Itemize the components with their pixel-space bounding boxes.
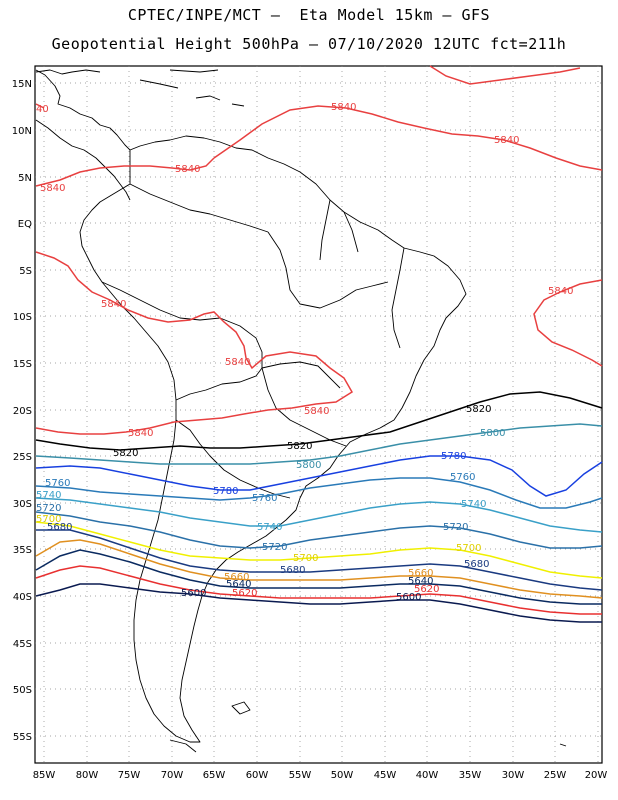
contour-5640 xyxy=(35,549,602,605)
lat-label: 15N xyxy=(12,79,32,90)
label-5720: 5720 xyxy=(36,503,61,514)
label-5780: 5780 xyxy=(213,486,238,497)
lat-label: 10N xyxy=(12,126,32,137)
lon-label: 25W xyxy=(544,770,567,781)
lon-label: 20W xyxy=(585,770,608,781)
contour-5780 xyxy=(35,455,603,497)
lat-label: 30S xyxy=(13,499,32,510)
lat-label: 15S xyxy=(13,359,32,370)
label-5760: 5760 xyxy=(252,493,277,504)
lon-label: 45W xyxy=(374,770,397,781)
label-5720: 5720 xyxy=(443,522,468,533)
contour-5680 xyxy=(36,529,603,591)
label-5780: 5780 xyxy=(441,451,466,462)
map-title-line-2: Geopotential Height 500hPa – 07/10/2020 … xyxy=(51,35,567,53)
label-5800: 5800 xyxy=(296,460,321,471)
height-contours xyxy=(35,65,603,623)
map-frame xyxy=(34,65,603,764)
label-5840: 5840 xyxy=(494,135,519,146)
label-5640: 5640 xyxy=(226,579,251,590)
lat-label: 40S xyxy=(13,592,32,603)
contour-5820 xyxy=(35,391,603,451)
lat-label: 55S xyxy=(13,732,32,743)
label-5620: 5620 xyxy=(232,588,257,599)
lon-label: 50W xyxy=(331,770,354,781)
label-5700: 5700 xyxy=(293,553,318,564)
latitude-labels: 15N 10N 5N EQ 5S 10S 15S 20S 25S 30S 35S… xyxy=(12,79,32,743)
label-5760: 5760 xyxy=(45,478,70,489)
map-title-line-1: CPTEC/INPE/MCT – Eta Model 15km – GFS xyxy=(127,6,491,24)
contour-labels: 40 5840 5840 5840 5840 5840 5840 5840 58… xyxy=(36,102,573,603)
label-5740: 5740 xyxy=(36,490,61,501)
lat-label: 35S xyxy=(13,545,32,556)
contour-5740 xyxy=(35,497,603,533)
lon-label: 40W xyxy=(416,770,439,781)
label-5700: 5700 xyxy=(36,514,61,525)
lon-label: 80W xyxy=(76,770,99,781)
lon-label: 30W xyxy=(502,770,525,781)
label-5740: 5740 xyxy=(257,522,282,533)
graticule xyxy=(35,66,602,763)
lon-label: 55W xyxy=(289,770,312,781)
lon-label: 85W xyxy=(33,770,56,781)
label-5660: 5660 xyxy=(224,572,249,583)
lat-label: 20S xyxy=(13,406,32,417)
label-5680: 5680 xyxy=(47,522,72,533)
label-5820: 5820 xyxy=(466,404,491,415)
contour-5700 xyxy=(35,521,603,579)
label-5700: 5700 xyxy=(456,543,481,554)
contour-5660 xyxy=(35,539,603,599)
label-5800: 5800 xyxy=(480,428,505,439)
label-5820: 5820 xyxy=(287,441,312,452)
label-5660: 5660 xyxy=(408,568,433,579)
coastlines xyxy=(35,69,567,753)
contour-5840-east xyxy=(533,279,603,367)
label-5840: 5840 xyxy=(225,357,250,368)
label-5680: 5680 xyxy=(464,559,489,570)
label-5840: 5840 xyxy=(101,299,126,310)
contour-5620 xyxy=(35,565,602,615)
label-5820: 5820 xyxy=(113,448,138,459)
label-5760: 5760 xyxy=(450,472,475,483)
label-5840: 5840 xyxy=(40,183,65,194)
lat-label: EQ xyxy=(18,219,32,230)
contour-5840-north-c xyxy=(35,103,45,109)
contour-5840-south xyxy=(35,251,354,435)
lon-label: 65W xyxy=(203,770,226,781)
label-5740: 5740 xyxy=(461,499,486,510)
lat-label: 10S xyxy=(13,312,32,323)
lon-label: 75W xyxy=(118,770,141,781)
lat-label: 45S xyxy=(13,639,32,650)
label-40: 40 xyxy=(36,104,49,115)
contour-5760 xyxy=(35,477,603,509)
contour-5840-north-d xyxy=(429,65,581,85)
label-5720: 5720 xyxy=(262,542,287,553)
contour-5600 xyxy=(35,583,602,623)
label-5840: 5840 xyxy=(548,286,573,297)
contour-5840-north-b xyxy=(213,105,603,171)
label-5680: 5680 xyxy=(280,565,305,576)
contour-5720 xyxy=(35,511,603,549)
label-5620: 5620 xyxy=(414,584,439,595)
label-5600: 5600 xyxy=(396,592,421,603)
label-5840: 5840 xyxy=(304,406,329,417)
lon-label: 70W xyxy=(161,770,184,781)
contour-5840-north-a xyxy=(35,157,215,187)
lat-label: 5S xyxy=(19,266,32,277)
lon-label: 60W xyxy=(246,770,269,781)
longitude-labels: 85W 80W 75W 70W 65W 60W 55W 50W 45W 40W … xyxy=(33,770,608,781)
label-5840: 5840 xyxy=(331,102,356,113)
label-5840: 5840 xyxy=(128,428,153,439)
lon-label: 35W xyxy=(459,770,482,781)
contour-5800 xyxy=(35,423,603,465)
label-5600: 5600 xyxy=(181,588,206,599)
lat-label: 5N xyxy=(18,173,32,184)
label-5640: 5640 xyxy=(408,576,433,587)
lat-label: 50S xyxy=(13,685,32,696)
label-5840: 5840 xyxy=(175,164,200,175)
lat-label: 25S xyxy=(13,452,32,463)
